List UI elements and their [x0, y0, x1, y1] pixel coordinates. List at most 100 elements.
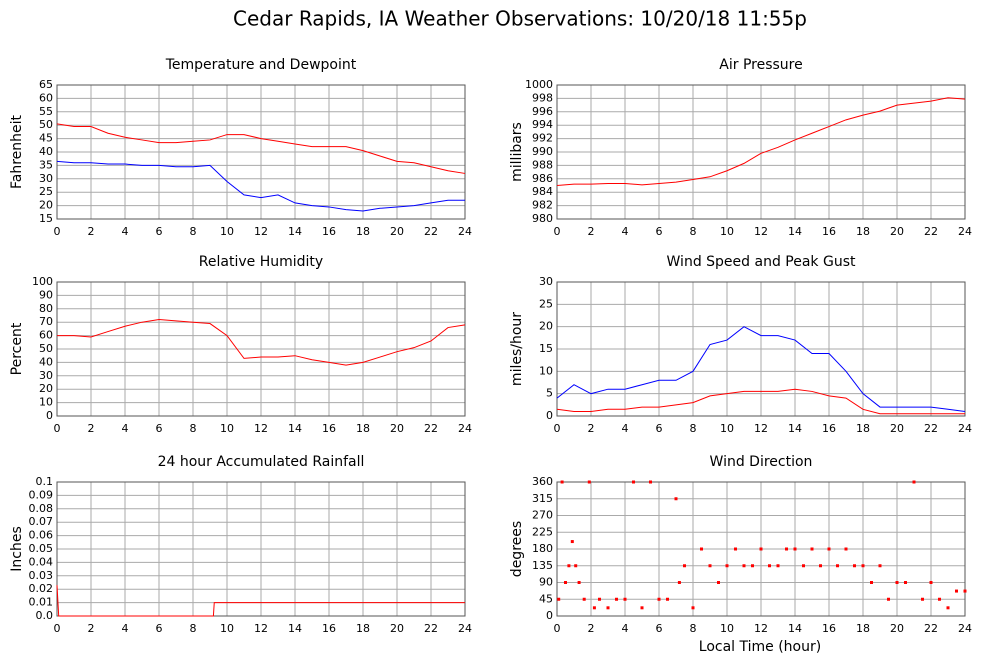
x-tick-label: 20 [390, 422, 404, 435]
data-line [56, 585, 465, 617]
chart-title: Air Pressure [719, 57, 802, 73]
chart-title: Wind Direction [710, 454, 813, 470]
x-tick-label: 10 [720, 622, 734, 635]
x-tick-label: 6 [156, 622, 163, 635]
data-line [56, 160, 465, 212]
data-point [810, 547, 814, 551]
data-point [776, 564, 780, 568]
data-point [632, 480, 635, 484]
x-tick-label: 16 [822, 422, 836, 435]
y-tick-label: 986 [532, 172, 553, 185]
y-tick-label: 15 [39, 212, 53, 225]
y-tick-label: 25 [539, 297, 553, 310]
data-point [904, 581, 907, 584]
x-tick-label: 6 [156, 422, 163, 435]
x-tick-label: 20 [390, 622, 404, 635]
x-tick-label: 4 [622, 225, 629, 238]
x-tick-label: 18 [356, 422, 370, 435]
data-point [567, 564, 571, 568]
data-point [836, 564, 839, 568]
data-point [691, 606, 695, 610]
data-point [564, 581, 567, 584]
x-tick-label: 12 [754, 225, 768, 238]
data-point [674, 497, 678, 501]
x-tick-label: 8 [690, 422, 697, 435]
x-tick-label: 8 [690, 622, 697, 635]
page-title: Cedar Rapids, IA Weather Observations: 1… [233, 7, 807, 31]
x-tick-label: 20 [890, 622, 904, 635]
data-point [878, 564, 882, 568]
data-point [912, 480, 916, 484]
x-tick-label: 24 [958, 622, 972, 635]
y-tick-label: 60 [39, 91, 53, 104]
x-tick-label: 18 [856, 622, 870, 635]
data-point [751, 564, 754, 568]
x-tick-label: 2 [588, 422, 595, 435]
x-tick-label: 24 [458, 225, 472, 238]
x-tick-label: 18 [856, 225, 870, 238]
data-point [574, 564, 578, 568]
data-point [587, 480, 591, 484]
y-tick-label: 0.03 [29, 569, 54, 582]
data-point [759, 547, 763, 551]
y-tick-label: 5 [546, 387, 553, 400]
plot-frame [56, 281, 466, 417]
x-tick-label: 16 [822, 622, 836, 635]
y-tick-label: 20 [39, 382, 53, 395]
data-point [921, 597, 924, 601]
x-tick-label: 18 [356, 225, 370, 238]
x-tick-label: 22 [924, 225, 938, 238]
x-tick-label: 24 [458, 422, 472, 435]
y-tick-label: 25 [39, 185, 53, 198]
y-tick-label: 0.06 [29, 529, 54, 542]
y-tick-label: 980 [532, 212, 553, 225]
plot-frame [556, 281, 966, 417]
x-tick-label: 8 [690, 225, 697, 238]
x-tick-label: 2 [588, 225, 595, 238]
data-point [725, 564, 729, 568]
x-tick-label: 8 [190, 225, 197, 238]
y-tick-label: 90 [39, 288, 53, 301]
data-point [861, 564, 865, 568]
data-point [734, 547, 737, 551]
x-tick-label: 6 [656, 225, 663, 238]
y-tick-label: 80 [39, 302, 53, 315]
data-point [955, 589, 958, 593]
y-axis-label: Fahrenheit [9, 114, 25, 189]
y-tick-label: 270 [532, 509, 553, 522]
x-tick-label: 12 [754, 422, 768, 435]
y-tick-label: 996 [532, 105, 553, 118]
data-point [606, 606, 610, 610]
x-tick-label: 2 [88, 225, 95, 238]
y-tick-label: 20 [539, 320, 553, 333]
y-tick-label: 100 [32, 275, 53, 288]
data-point [649, 480, 652, 484]
x-tick-label: 12 [254, 422, 268, 435]
y-axis-label: Inches [9, 526, 25, 571]
x-tick-label: 22 [924, 622, 938, 635]
x-tick-label: 0 [54, 225, 61, 238]
y-tick-label: 70 [39, 315, 53, 328]
data-point [700, 547, 703, 551]
data-point [929, 581, 933, 584]
x-tick-label: 12 [754, 622, 768, 635]
data-point [946, 606, 950, 610]
x-tick-label: 6 [156, 225, 163, 238]
x-tick-label: 22 [424, 622, 438, 635]
data-point [742, 564, 746, 568]
y-tick-label: 0.0 [36, 609, 54, 622]
x-tick-label: 4 [622, 422, 629, 435]
y-tick-label: 45 [539, 592, 553, 605]
x-tick-label: 6 [656, 422, 663, 435]
x-tick-label: 20 [890, 225, 904, 238]
plot-frame [556, 84, 966, 220]
x-tick-label: 0 [54, 622, 61, 635]
y-tick-label: 0.05 [29, 542, 54, 555]
y-tick-label: 35 [39, 158, 53, 171]
y-tick-label: 315 [532, 492, 553, 505]
y-axis-label: degrees [509, 521, 525, 577]
y-tick-label: 30 [39, 172, 53, 185]
y-tick-label: 15 [539, 342, 553, 355]
data-point [887, 597, 890, 601]
data-point [582, 597, 586, 601]
